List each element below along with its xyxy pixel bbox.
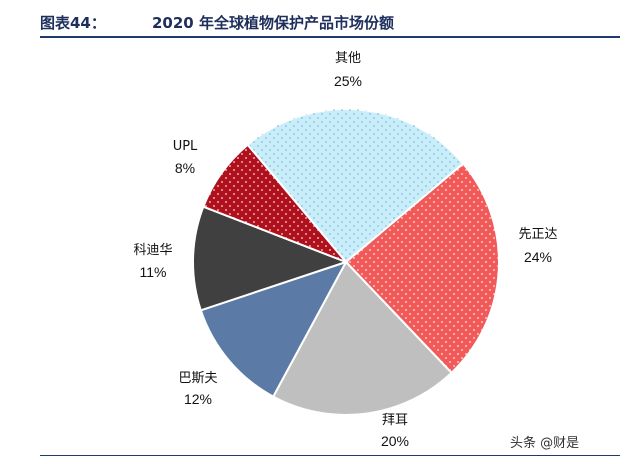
slice-label-syngenta: 先正达 [518, 227, 557, 242]
slice-value-upl: 8% [175, 160, 195, 176]
slice-value-other: 25% [334, 73, 362, 89]
slice-value-bayer: 20% [381, 433, 409, 449]
pie-slice-pattern-upl [203, 144, 346, 262]
slice-label-other: 其他 [335, 51, 361, 66]
slice-label-basf: 巴斯夫 [178, 371, 217, 386]
slice-label-corteva: 科迪华 [133, 243, 172, 258]
figure-label: 图表44： [40, 14, 106, 32]
pie-slice-basf [199, 260, 349, 398]
title-divider [40, 36, 620, 38]
slice-label-bayer: 拜耳 [382, 413, 408, 428]
slice-value-corteva: 11% [140, 264, 167, 280]
pie-slice-corteva [192, 205, 349, 312]
pie-slice-pattern-other [247, 109, 464, 262]
chart-title: 2020 年全球植物保护产品市场份额 [152, 14, 394, 32]
slice-value-basf: 12% [184, 391, 212, 407]
pie-slice-pattern-syngenta [346, 163, 499, 373]
slice-label-upl: UPL [173, 139, 198, 154]
watermark-text: 头条 @财是 [510, 436, 580, 451]
slice-value-syngenta: 24% [524, 249, 552, 265]
title-row: 图表44： 2020 年全球植物保护产品市场份额 [40, 8, 620, 34]
bottom-divider [40, 455, 620, 456]
pie-slice-bayer [271, 260, 453, 416]
